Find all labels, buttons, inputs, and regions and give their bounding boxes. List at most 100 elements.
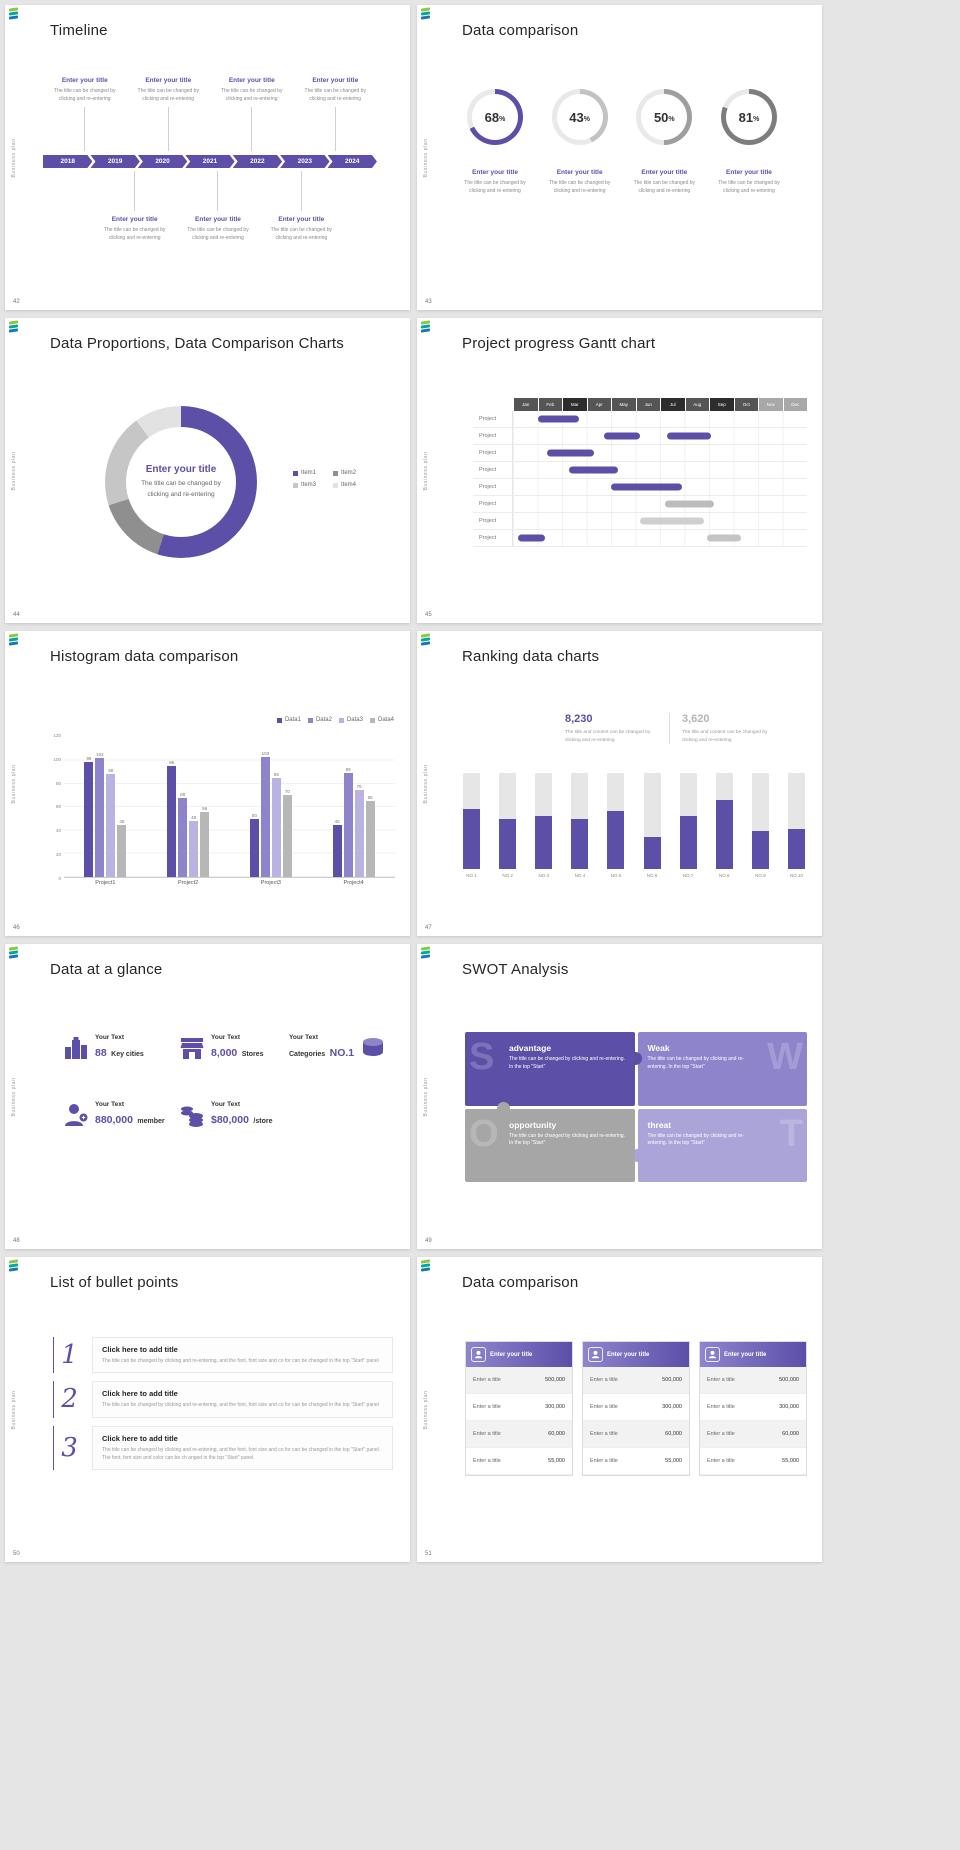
legend-label: Item1 xyxy=(301,470,317,476)
histogram-bar[interactable] xyxy=(365,801,375,877)
item-desc: The title can be changed by clicking and… xyxy=(464,180,526,194)
slide-title: Histogram data comparison xyxy=(50,648,239,665)
ranking-bar-fill[interactable] xyxy=(607,811,625,869)
vertical-label: Business plan xyxy=(11,1077,17,1116)
slide-48-data-at-a-glance[interactable]: Business plan Data at a glance Your Text… xyxy=(5,944,410,1249)
card-row: Enter a title 500,000 xyxy=(466,1367,572,1394)
gantt-bar[interactable] xyxy=(547,449,594,457)
ranking-bar-track: NO.3 xyxy=(535,773,553,878)
histogram-bar[interactable] xyxy=(106,774,116,877)
ring-center: 81% xyxy=(725,94,772,140)
vertical-label: Business plan xyxy=(423,138,429,177)
ranking-bar-fill[interactable] xyxy=(571,819,589,869)
card-row: Enter a title 300,000 xyxy=(583,1394,689,1421)
histogram-bar[interactable] xyxy=(282,795,292,877)
gantt-bar[interactable] xyxy=(537,415,580,423)
histogram-bar[interactable] xyxy=(354,789,364,877)
gantt-bar[interactable] xyxy=(603,432,641,440)
bullet-content[interactable]: Click here to add title The title can be … xyxy=(92,1425,393,1470)
histogram-bar[interactable] xyxy=(84,761,94,877)
histogram-bar[interactable] xyxy=(260,756,270,877)
quadrant-desc: The title can be changed by clicking and… xyxy=(509,1132,625,1147)
histogram-bar[interactable] xyxy=(117,824,127,877)
gantt-bar[interactable] xyxy=(667,432,712,440)
data-card[interactable]: Enter your title Enter a title 500,000 En… xyxy=(699,1341,807,1476)
item-title: Enter your title xyxy=(641,169,688,176)
gantt-row: Project xyxy=(473,445,807,462)
gantt-month-label: Oct xyxy=(734,398,758,411)
slide-44-data-proportions[interactable]: Business plan Data Proportions, Data Com… xyxy=(5,318,410,623)
category-label: Project2 xyxy=(178,880,199,886)
gantt-bar[interactable] xyxy=(664,500,714,508)
ranking-bar-fill[interactable] xyxy=(535,816,553,869)
legend-item: Item4 xyxy=(333,482,373,488)
histogram-bar[interactable] xyxy=(343,773,353,877)
row-label: Enter a title xyxy=(707,1458,735,1464)
gantt-bar[interactable] xyxy=(611,483,683,491)
bar-group: 50 103 85 70 Project3 xyxy=(249,751,292,886)
bar-value-label: 75 xyxy=(356,783,362,789)
swot-quadrant-threats[interactable]: T threat The title can be changed by cli… xyxy=(630,1108,807,1182)
brand-logo-icon xyxy=(421,946,430,959)
gantt-bar[interactable] xyxy=(517,534,545,542)
gantt-bar[interactable] xyxy=(640,517,705,525)
stat-desc: The title and content can be changed by … xyxy=(565,730,651,743)
ranking-bar-fill[interactable] xyxy=(679,816,697,869)
histogram-bar[interactable] xyxy=(178,797,188,877)
page-number: 45 xyxy=(425,612,432,618)
histogram-bar[interactable] xyxy=(167,766,177,877)
swot-quadrant-weaknesses[interactable]: W Weak The title can be changed by click… xyxy=(637,1032,807,1106)
ranking-bar-track: NO.4 xyxy=(571,773,589,878)
slide-47-ranking[interactable]: Business plan Ranking data charts 8,230 T… xyxy=(417,631,822,936)
histogram-bar[interactable] xyxy=(271,777,281,877)
timeline-item: Enter your title The title can be changed… xyxy=(294,77,378,151)
legend-item: Data2 xyxy=(307,717,332,723)
histogram-bar[interactable] xyxy=(200,811,210,877)
ranking-bar-fill[interactable] xyxy=(787,828,805,869)
bullet-desc: The title can be changed by clicking and… xyxy=(102,1358,379,1364)
quadrant-title: Weak xyxy=(647,1043,670,1053)
ranking-bar-fill[interactable] xyxy=(499,819,517,869)
slide-50-bullet-points[interactable]: Business plan List of bullet points 1 Cl… xyxy=(5,1257,410,1562)
card-title: Enter your title xyxy=(724,1351,767,1358)
legend-swatch xyxy=(276,717,282,723)
histogram-bar[interactable] xyxy=(95,758,105,877)
slide-51-data-comparison-cards[interactable]: Business plan Data comparison Enter your… xyxy=(417,1257,822,1562)
timeline-year-bar: 2018 2019 2020 2021 2022 2023 2024 xyxy=(43,155,377,168)
slide-46-histogram[interactable]: Business plan Histogram data comparison … xyxy=(5,631,410,936)
ranking-bar-fill[interactable] xyxy=(463,809,480,869)
bullet-content[interactable]: Click here to add title The title can be … xyxy=(92,1381,393,1418)
stat-label: member xyxy=(137,1118,165,1125)
histogram-bar[interactable] xyxy=(332,824,342,877)
bullet-desc: The title can be changed by clicking and… xyxy=(102,1446,381,1461)
slide-43-data-comparison[interactable]: Business plan Data comparison 68% Enter … xyxy=(417,5,822,310)
ranking-chart: NO.1 NO.2 NO.3 NO.4 NO.5 NO.6 NO.7 NO.8 NO.9 NO.1… xyxy=(463,773,805,878)
stat-item: Your Text Categories NO.1 xyxy=(289,1034,386,1061)
data-card[interactable]: Enter your title Enter a title 500,000 En… xyxy=(465,1341,573,1476)
histogram-bar[interactable] xyxy=(189,821,199,877)
legend-item: Item2 xyxy=(333,470,373,476)
gantt-bar[interactable] xyxy=(569,466,619,474)
row-label: Enter a title xyxy=(473,1431,501,1437)
swot-quadrant-strengths[interactable]: S advantage The title can be changed by … xyxy=(465,1032,641,1106)
timeline-item: Enter your title The title can be changed… xyxy=(127,77,211,151)
bullet-content[interactable]: Click here to add title The title can be … xyxy=(92,1337,393,1374)
swot-quadrant-opportunities[interactable]: O opportunity The title can be changed b… xyxy=(465,1101,635,1182)
data-card[interactable]: Enter your title Enter a title 500,000 En… xyxy=(582,1341,690,1476)
legend-label: Item2 xyxy=(341,470,357,476)
ranking-bar-fill[interactable] xyxy=(715,799,733,869)
slide-45-gantt[interactable]: Business plan Project progress Gantt cha… xyxy=(417,318,822,623)
page-number: 46 xyxy=(13,925,20,931)
ranking-bar-fill[interactable] xyxy=(643,837,661,869)
gantt-bar[interactable] xyxy=(706,534,741,542)
histogram-bar[interactable] xyxy=(249,818,259,877)
legend-label: Data4 xyxy=(377,717,394,723)
ranking-bar-fill[interactable] xyxy=(751,830,769,869)
timeline-bottom-items: Enter your title The title can be changed… xyxy=(93,171,343,242)
slide-42-timeline[interactable]: Business plan Timeline Enter your title T… xyxy=(5,5,410,310)
percent-sign: % xyxy=(668,115,675,123)
row-value: 55,000 xyxy=(665,1458,682,1464)
slide-49-swot[interactable]: Business plan SWOT Analysis S advantage … xyxy=(417,944,822,1249)
page-number: 42 xyxy=(13,299,20,305)
stat-pre: Your Text xyxy=(211,1101,241,1108)
